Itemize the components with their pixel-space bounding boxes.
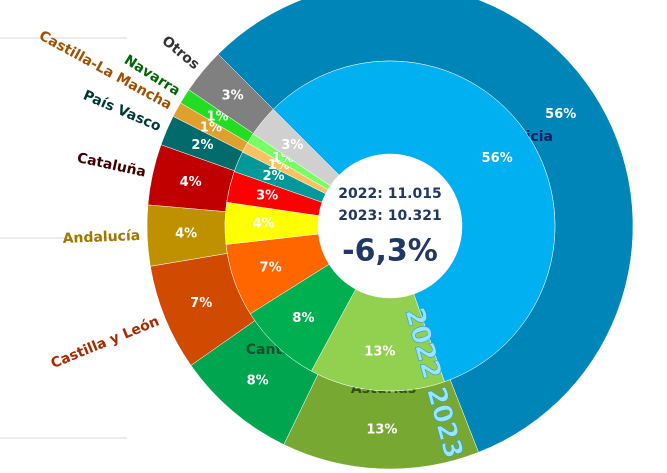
value-label: 2% — [262, 169, 284, 184]
value-label: 7% — [260, 260, 282, 275]
category-label: Cataluña — [76, 150, 148, 181]
category-label: Otros — [159, 33, 203, 73]
value-label: 4% — [180, 175, 202, 190]
center-value: -6,3% — [342, 234, 438, 269]
value-label: 1% — [206, 110, 228, 125]
category-label: Andalucía — [62, 228, 140, 247]
value-label: 56% — [482, 151, 513, 166]
value-label: 3% — [281, 138, 303, 153]
value-label: 7% — [190, 296, 212, 311]
value-label: 8% — [292, 311, 314, 326]
donut-hole — [318, 154, 462, 298]
center-text: 2023: 10.321 — [338, 208, 441, 224]
value-label: 8% — [247, 374, 269, 389]
value-label: 1% — [200, 121, 222, 136]
value-label: 56% — [545, 107, 576, 122]
value-label: 13% — [364, 345, 395, 360]
category-label: Castilla y León — [49, 313, 162, 372]
center-text: 2022: 11.015 — [338, 186, 441, 202]
value-label: 13% — [366, 422, 397, 437]
value-label: 2% — [191, 138, 213, 153]
value-label: 3% — [222, 89, 244, 104]
value-label: 4% — [175, 227, 197, 242]
value-label: 3% — [256, 188, 278, 203]
value-label: 4% — [252, 216, 274, 231]
